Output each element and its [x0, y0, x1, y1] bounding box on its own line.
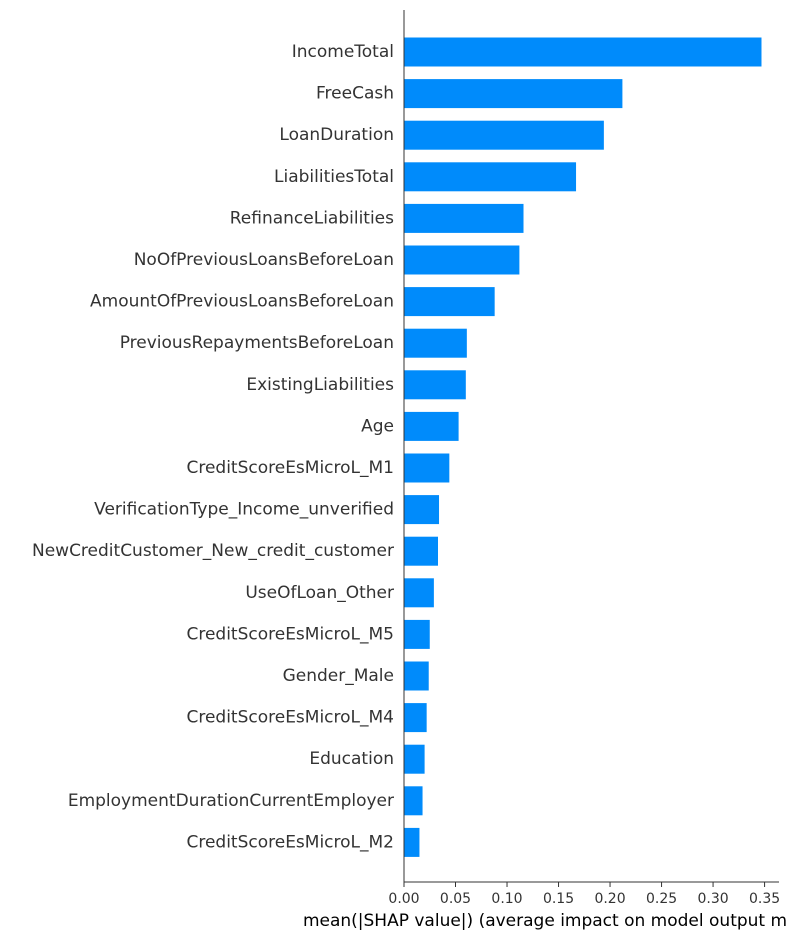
x-axis-title: mean(|SHAP value|) (average impact on mo… — [303, 911, 787, 931]
bar-PreviousRepaymentsBeforeLoan — [404, 328, 467, 358]
bar-LoanDuration — [404, 120, 604, 150]
bar-NoOfPreviousLoansBeforeLoan — [404, 245, 520, 275]
category-label: EmploymentDurationCurrentEmployer — [68, 791, 394, 811]
category-label: LoanDuration — [279, 125, 394, 145]
category-label: VerificationType_Income_unverified — [94, 500, 394, 520]
bar-VerificationType_Income_unverified — [404, 495, 440, 525]
bar-Gender_Male — [404, 661, 429, 691]
category-label: Education — [309, 749, 394, 769]
category-label: CreditScoreEsMicroL_M2 — [186, 832, 394, 852]
bar-UseOfLoan_Other — [404, 578, 434, 608]
bar-FreeCash — [404, 79, 623, 109]
bar-IncomeTotal — [404, 37, 762, 67]
x-tick-label: 0.05 — [440, 891, 471, 907]
category-label: RefinanceLiabilities — [230, 208, 394, 228]
x-tick-label: 0.25 — [646, 891, 677, 907]
category-label: UseOfLoan_Other — [245, 583, 394, 603]
x-ticks: 0.00 0.05 0.10 0.15 0.20 0.25 0.30 0.35 — [388, 882, 780, 907]
bar-LiabilitiesTotal — [404, 162, 577, 192]
bar-CreditScoreEsMicroL_M5 — [404, 619, 430, 649]
x-tick-label: 0.15 — [543, 891, 574, 907]
category-labels: IncomeTotal FreeCash LoanDuration Liabiliti… — [32, 42, 394, 852]
category-label: PreviousRepaymentsBeforeLoan — [120, 333, 394, 353]
bar-RefinanceLiabilities — [404, 203, 524, 233]
bar-EmploymentDurationCurrentEmployer — [404, 786, 423, 816]
category-label: CreditScoreEsMicroL_M5 — [186, 624, 394, 644]
category-label: Age — [361, 416, 394, 436]
bar-Education — [404, 744, 425, 774]
category-label: FreeCash — [316, 84, 394, 104]
bar-CreditScoreEsMicroL_M2 — [404, 827, 420, 857]
category-label: AmountOfPreviousLoansBeforeLoan — [90, 292, 394, 312]
x-tick-label: 0.10 — [491, 891, 522, 907]
bar-CreditScoreEsMicroL_M4 — [404, 703, 427, 733]
x-tick-label: 0.35 — [749, 891, 780, 907]
category-label: IncomeTotal — [292, 42, 394, 62]
bar-CreditScoreEsMicroL_M1 — [404, 453, 450, 483]
category-label: ExistingLiabilities — [246, 375, 394, 395]
category-label: LiabilitiesTotal — [274, 167, 394, 187]
category-label: NewCreditCustomer_New_credit_customer — [32, 541, 394, 561]
x-tick-label: 0.00 — [388, 891, 419, 907]
x-tick-label: 0.20 — [594, 891, 625, 907]
category-label: NoOfPreviousLoansBeforeLoan — [134, 250, 394, 270]
bars-group — [404, 37, 762, 857]
bar-AmountOfPreviousLoansBeforeLoan — [404, 287, 495, 317]
bar-NewCreditCustomer_New_credit_customer — [404, 536, 438, 566]
category-label: CreditScoreEsMicroL_M1 — [186, 458, 394, 478]
bar-ExistingLiabilities — [404, 370, 466, 400]
x-tick-label: 0.30 — [697, 891, 728, 907]
bar-Age — [404, 411, 459, 441]
category-label: CreditScoreEsMicroL_M4 — [186, 708, 394, 728]
category-label: Gender_Male — [283, 666, 394, 686]
